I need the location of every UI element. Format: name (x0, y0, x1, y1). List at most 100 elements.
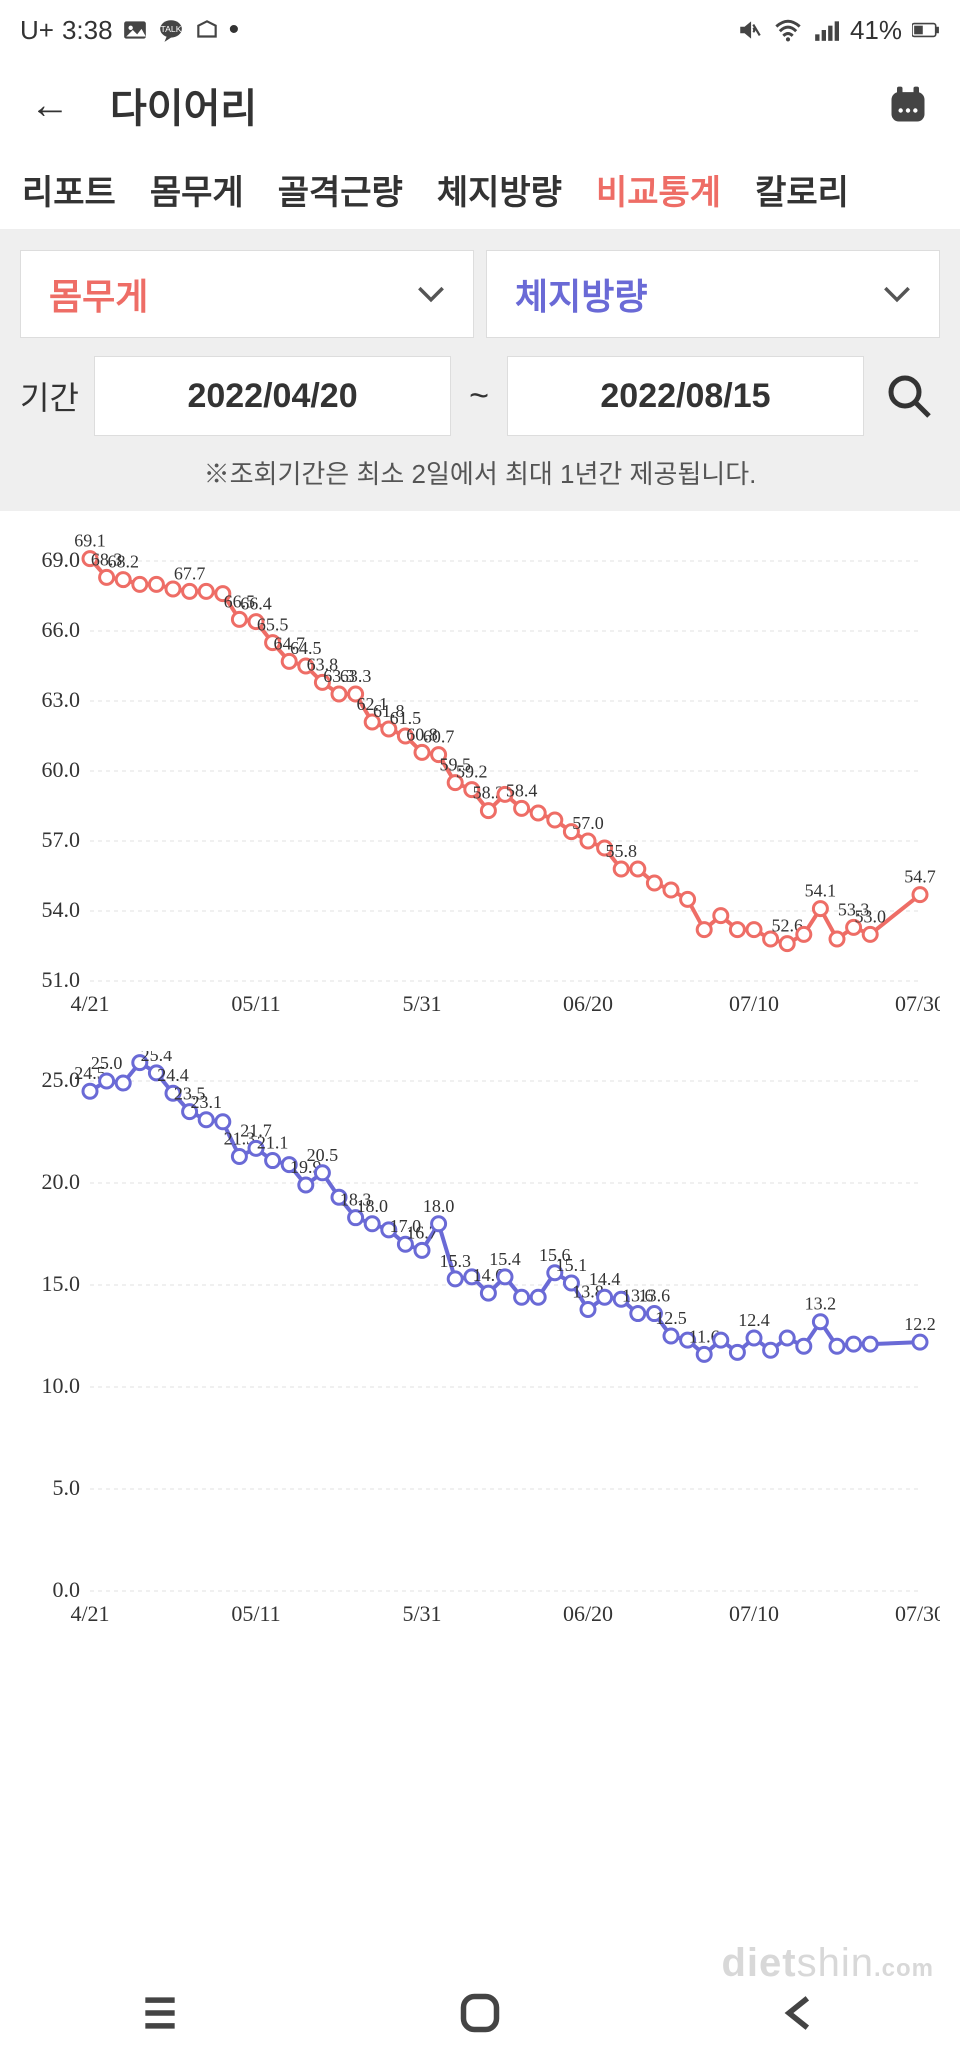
tilde-separator: ~ (465, 377, 493, 416)
svg-text:5/31: 5/31 (402, 991, 441, 1016)
page-title: 다이어리 (110, 76, 257, 134)
metric1-label: 몸무게 (49, 268, 148, 320)
svg-text:5.0: 5.0 (53, 1475, 81, 1500)
more-dot: • (229, 13, 240, 47)
svg-text:07/10: 07/10 (729, 991, 779, 1016)
home-button[interactable] (455, 1988, 505, 2038)
svg-text:66.0: 66.0 (42, 617, 81, 642)
tab-3[interactable]: 체지방량 (435, 161, 564, 218)
status-time: 3:38 (62, 15, 113, 46)
metric2-selector[interactable]: 체지방량 (486, 250, 940, 338)
svg-text:63.0: 63.0 (42, 687, 81, 712)
tab-bar: 리포트 몸무게 골격근량 체지방량 비교통계 칼로리 (0, 150, 960, 230)
wifi-icon (774, 16, 802, 44)
svg-text:18.0: 18.0 (356, 1196, 388, 1216)
svg-text:25.0: 25.0 (91, 1053, 123, 1073)
battery-label: 41% (850, 15, 902, 46)
svg-text:TALK: TALK (160, 24, 181, 34)
svg-text:67.7: 67.7 (174, 563, 206, 583)
date-to-value: 2022/08/15 (600, 377, 770, 416)
svg-text:24.4: 24.4 (157, 1065, 189, 1085)
chevron-down-icon (417, 278, 445, 310)
svg-text:5/31: 5/31 (402, 1601, 441, 1626)
svg-text:53.0: 53.0 (854, 906, 886, 926)
metric1-selector[interactable]: 몸무게 (20, 250, 474, 338)
svg-text:05/11: 05/11 (231, 1601, 280, 1626)
svg-text:54.0: 54.0 (42, 897, 81, 922)
svg-text:0.0: 0.0 (53, 1577, 81, 1602)
svg-text:68.2: 68.2 (107, 552, 139, 572)
svg-text:66.4: 66.4 (240, 594, 272, 614)
svg-text:63.3: 63.3 (340, 666, 372, 686)
svg-text:59.2: 59.2 (456, 762, 488, 782)
svg-text:4/21: 4/21 (70, 1601, 109, 1626)
svg-text:25.4: 25.4 (141, 1051, 173, 1065)
metric2-label: 체지방량 (515, 268, 647, 320)
svg-text:14.4: 14.4 (589, 1269, 621, 1289)
search-button[interactable] (878, 365, 940, 427)
svg-text:12.5: 12.5 (655, 1308, 687, 1328)
date-from-input[interactable]: 2022/04/20 (94, 356, 451, 436)
svg-text:15.3: 15.3 (439, 1251, 471, 1271)
svg-text:06/20: 06/20 (563, 1601, 613, 1626)
svg-text:05/11: 05/11 (231, 991, 280, 1016)
status-right: 41% (736, 15, 940, 46)
period-label: 기간 (20, 373, 80, 419)
chevron-down-icon (883, 278, 911, 310)
controls-panel: 몸무게 체지방량 기간 2022/04/20 ~ 2022/08/15 ※조회기… (0, 230, 960, 511)
svg-text:69.1: 69.1 (74, 531, 106, 551)
svg-text:54.7: 54.7 (904, 867, 936, 887)
svg-text:06/20: 06/20 (563, 991, 613, 1016)
svg-text:07/30: 07/30 (895, 1601, 940, 1626)
tab-0[interactable]: 리포트 (20, 161, 118, 218)
status-left: U+ 3:38 TALK • (20, 13, 239, 47)
svg-text:20.0: 20.0 (42, 1169, 81, 1194)
tab-5[interactable]: 칼로리 (753, 161, 851, 218)
svg-text:18.0: 18.0 (423, 1196, 455, 1216)
svg-text:15.0: 15.0 (42, 1271, 81, 1296)
battery-icon (912, 16, 940, 44)
svg-text:13.6: 13.6 (639, 1286, 671, 1306)
date-from-value: 2022/04/20 (187, 377, 357, 416)
recent-apps-button[interactable] (135, 1988, 185, 2038)
svg-text:58.4: 58.4 (506, 780, 538, 800)
svg-text:60.7: 60.7 (423, 727, 455, 747)
android-nav-bar (0, 1968, 960, 2058)
svg-text:65.5: 65.5 (257, 615, 289, 635)
calendar-button[interactable] (886, 83, 930, 127)
mute-icon (736, 16, 764, 44)
svg-text:07/10: 07/10 (729, 1601, 779, 1626)
svg-text:51.0: 51.0 (42, 967, 81, 992)
page-header: ← 다이어리 (0, 60, 960, 150)
svg-text:69.0: 69.0 (42, 547, 81, 572)
svg-text:12.4: 12.4 (738, 1310, 770, 1330)
svg-text:07/30: 07/30 (895, 991, 940, 1016)
svg-text:12.2: 12.2 (904, 1314, 936, 1334)
svg-text:23.1: 23.1 (190, 1092, 222, 1112)
back-nav-button[interactable] (775, 1988, 825, 2038)
signal-icon (812, 16, 840, 44)
svg-text:21.1: 21.1 (257, 1133, 289, 1153)
svg-text:57.0: 57.0 (42, 827, 81, 852)
chat-icon: TALK (157, 16, 185, 44)
weight-chart: 51.054.057.060.063.066.069.04/2105/115/3… (20, 531, 940, 1021)
svg-text:13.2: 13.2 (805, 1294, 837, 1314)
date-to-input[interactable]: 2022/08/15 (507, 356, 864, 436)
app-icon (193, 16, 221, 44)
svg-text:10.0: 10.0 (42, 1373, 81, 1398)
tab-2[interactable]: 골격근량 (276, 161, 405, 218)
svg-text:15.4: 15.4 (489, 1249, 521, 1269)
tab-4[interactable]: 비교통계 (594, 161, 723, 218)
svg-text:54.1: 54.1 (805, 881, 837, 901)
gallery-icon (121, 16, 149, 44)
period-note: ※조회기간은 최소 2일에서 최대 1년간 제공됩니다. (20, 454, 940, 491)
carrier-label: U+ (20, 15, 54, 46)
svg-text:20.5: 20.5 (307, 1145, 339, 1165)
tab-1[interactable]: 몸무게 (148, 161, 246, 218)
svg-text:55.8: 55.8 (605, 841, 637, 861)
bodyfat-chart: 0.0 5.0 10.0 15.0 20.0 25.0 4/21 05/11 5/31 06/20… (20, 1051, 940, 1631)
svg-text:15.1: 15.1 (556, 1255, 588, 1275)
status-bar: U+ 3:38 TALK • 41% (0, 0, 960, 60)
svg-text:57.0: 57.0 (572, 813, 604, 833)
back-button[interactable]: ← (30, 83, 70, 128)
